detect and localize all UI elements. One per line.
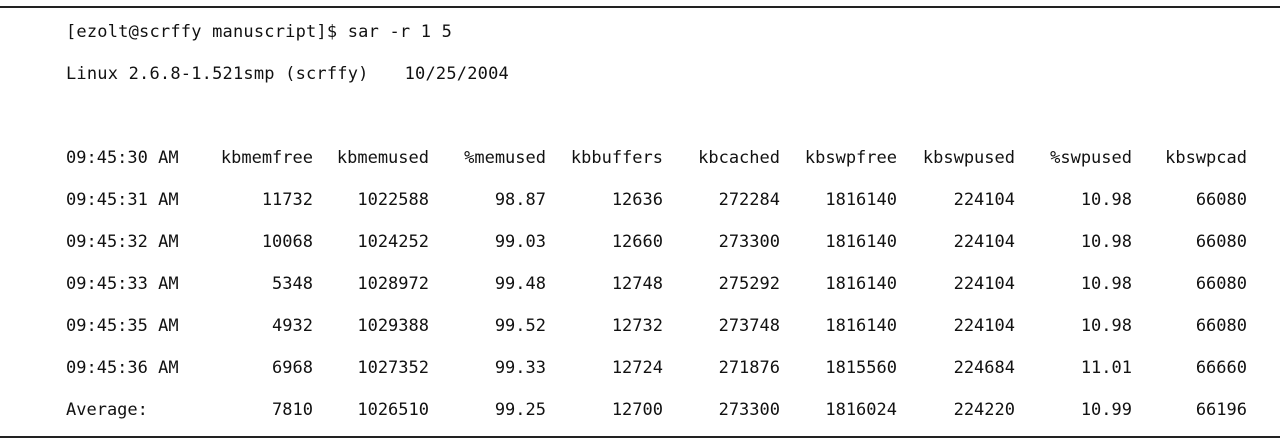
kernel-info: Linux 2.6.8-1.521smp (scrffy)	[66, 64, 369, 84]
column-header-memused-pct: %memused	[464, 148, 546, 168]
table-row: 09:45:31 AM 11732 1022588 98.87 12636 27…	[0, 189, 1280, 211]
table-row-average: Average: 7810 1026510 99.25 12700 273300…	[0, 399, 1280, 421]
cell-kbswpfree: 1816024	[825, 400, 897, 420]
cell-kbswpcad: 66080	[1195, 274, 1247, 294]
cell-kbswpused: 224220	[953, 400, 1015, 420]
cell-kbswpfree: 1816140	[825, 190, 897, 210]
cell-kbcached: 273748	[718, 316, 780, 336]
cell-kbmemfree: 5348	[272, 274, 313, 294]
cell-kbswpcad: 66080	[1195, 190, 1247, 210]
cell-kbmemfree: 11732	[261, 190, 313, 210]
table-row: 09:45:35 AM 4932 1029388 99.52 12732 273…	[0, 315, 1280, 337]
table-row: 09:45:33 AM 5348 1028972 99.48 12748 275…	[0, 273, 1280, 295]
cell-kbmemused: 1022588	[357, 190, 429, 210]
cell-kbmemused: 1024252	[357, 232, 429, 252]
table-row: 09:45:32 AM 10068 1024252 99.03 12660 27…	[0, 231, 1280, 253]
cell-kbmemused: 1029388	[357, 316, 429, 336]
column-header-kbswpfree: kbswpfree	[804, 148, 897, 168]
cell-swpused-pct: 10.98	[1080, 316, 1132, 336]
table-row: 09:45:36 AM 6968 1027352 99.33 12724 271…	[0, 357, 1280, 379]
row-time: 09:45:36 AM	[66, 358, 179, 378]
cell-kbswpcad: 66080	[1195, 232, 1247, 252]
cell-kbcached: 273300	[718, 232, 780, 252]
cell-swpused-pct: 10.99	[1080, 400, 1132, 420]
cell-kbmemfree: 7810	[272, 400, 313, 420]
cell-kbmemused: 1028972	[357, 274, 429, 294]
cell-kbswpfree: 1816140	[825, 274, 897, 294]
column-header-kbmemused: kbmemused	[336, 148, 429, 168]
system-date: 10/25/2004	[404, 64, 509, 84]
column-header-kbswpused: kbswpused	[922, 148, 1015, 168]
cell-kbbuffers: 12660	[611, 232, 663, 252]
cell-kbswpcad: 66080	[1195, 316, 1247, 336]
system-info-line: Linux 2.6.8-1.521smp (scrffy) 10/25/2004	[66, 64, 509, 84]
cell-memused-pct: 99.03	[494, 232, 546, 252]
cell-kbbuffers: 12732	[611, 316, 663, 336]
cell-kbcached: 273300	[718, 400, 780, 420]
cell-swpused-pct: 11.01	[1080, 358, 1132, 378]
cell-kbswpused: 224684	[953, 358, 1015, 378]
column-header-kbswpcad: kbswpcad	[1165, 148, 1247, 168]
cell-kbbuffers: 12636	[611, 190, 663, 210]
cell-memused-pct: 98.87	[494, 190, 546, 210]
terminal-output-frame	[0, 6, 1280, 438]
column-header-kbcached: kbcached	[698, 148, 780, 168]
cell-kbswpcad: 66660	[1195, 358, 1247, 378]
column-header-kbmemfree: kbmemfree	[220, 148, 313, 168]
cell-kbswpused: 224104	[953, 316, 1015, 336]
cell-kbcached: 271876	[718, 358, 780, 378]
cell-kbmemfree: 10068	[261, 232, 313, 252]
column-header-swpused-pct: %swpused	[1050, 148, 1132, 168]
cell-swpused-pct: 10.98	[1080, 232, 1132, 252]
row-time: 09:45:33 AM	[66, 274, 179, 294]
cell-memused-pct: 99.25	[494, 400, 546, 420]
cell-kbcached: 272284	[718, 190, 780, 210]
cell-kbswpused: 224104	[953, 274, 1015, 294]
row-time: Average:	[66, 400, 148, 420]
cell-memused-pct: 99.52	[494, 316, 546, 336]
cell-kbbuffers: 12700	[611, 400, 663, 420]
cell-kbswpused: 224104	[953, 190, 1015, 210]
cell-kbswpused: 224104	[953, 232, 1015, 252]
cell-memused-pct: 99.48	[494, 274, 546, 294]
cell-swpused-pct: 10.98	[1080, 190, 1132, 210]
command-line: [ezolt@scrffy manuscript]$ sar -r 1 5	[66, 22, 453, 42]
header-time: 09:45:30 AM	[66, 148, 179, 168]
column-header-kbbuffers: kbbuffers	[570, 148, 663, 168]
cell-kbswpfree: 1815560	[825, 358, 897, 378]
cell-kbcached: 275292	[718, 274, 780, 294]
cell-kbswpfree: 1816140	[825, 232, 897, 252]
cell-kbswpfree: 1816140	[825, 316, 897, 336]
cell-kbmemused: 1027352	[357, 358, 429, 378]
cell-swpused-pct: 10.98	[1080, 274, 1132, 294]
cell-kbbuffers: 12724	[611, 358, 663, 378]
cell-kbmemused: 1026510	[357, 400, 429, 420]
table-header-row: 09:45:30 AM kbmemfree kbmemused %memused…	[0, 147, 1280, 169]
cell-kbbuffers: 12748	[611, 274, 663, 294]
row-time: 09:45:31 AM	[66, 190, 179, 210]
cell-kbmemfree: 4932	[272, 316, 313, 336]
row-time: 09:45:35 AM	[66, 316, 179, 336]
cell-kbswpcad: 66196	[1195, 400, 1247, 420]
cell-kbmemfree: 6968	[272, 358, 313, 378]
cell-memused-pct: 99.33	[494, 358, 546, 378]
row-time: 09:45:32 AM	[66, 232, 179, 252]
